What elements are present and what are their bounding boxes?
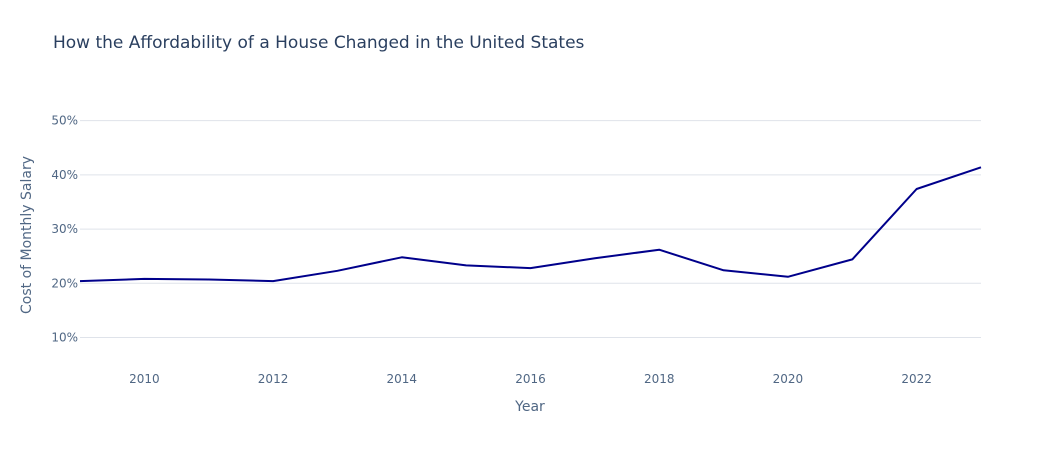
data-point[interactable] bbox=[655, 246, 663, 254]
data-point[interactable] bbox=[913, 185, 921, 193]
x-axis-title: Year bbox=[514, 399, 545, 415]
data-point[interactable] bbox=[848, 255, 856, 263]
series-layer bbox=[76, 163, 985, 285]
data-point[interactable] bbox=[205, 275, 213, 283]
x-tick-label: 2014 bbox=[387, 372, 418, 386]
y-tick-label: 10% bbox=[51, 330, 78, 344]
y-tick-label: 30% bbox=[51, 222, 78, 236]
grid-lines bbox=[80, 120, 981, 338]
y-tick-label: 20% bbox=[51, 276, 78, 290]
y-axis-ticks: 10% 20% 30% 40% 50% bbox=[51, 114, 78, 345]
data-point[interactable] bbox=[591, 254, 599, 262]
data-point[interactable] bbox=[462, 261, 470, 269]
x-tick-label: 2012 bbox=[258, 372, 289, 386]
data-point[interactable] bbox=[527, 264, 535, 272]
x-tick-label: 2010 bbox=[129, 372, 160, 386]
data-point[interactable] bbox=[784, 273, 792, 281]
y-tick-label: 50% bbox=[51, 114, 78, 128]
data-point[interactable] bbox=[140, 275, 148, 283]
data-point[interactable] bbox=[977, 163, 985, 171]
y-tick-label: 40% bbox=[51, 168, 78, 182]
data-point[interactable] bbox=[76, 277, 84, 285]
y-axis-title: Cost of Monthly Salary bbox=[19, 156, 35, 314]
chart-title: How the Affordability of a House Changed… bbox=[53, 33, 585, 53]
data-point[interactable] bbox=[720, 266, 728, 274]
x-tick-label: 2016 bbox=[515, 372, 546, 386]
x-tick-label: 2020 bbox=[773, 372, 804, 386]
data-point[interactable] bbox=[398, 253, 406, 261]
x-tick-label: 2022 bbox=[901, 372, 932, 386]
x-axis-ticks: 2010 2012 2014 2016 2018 2020 2022 bbox=[129, 372, 932, 386]
data-point[interactable] bbox=[333, 267, 341, 275]
x-tick-label: 2018 bbox=[644, 372, 675, 386]
series-line bbox=[79, 166, 982, 283]
data-point[interactable] bbox=[269, 277, 277, 285]
